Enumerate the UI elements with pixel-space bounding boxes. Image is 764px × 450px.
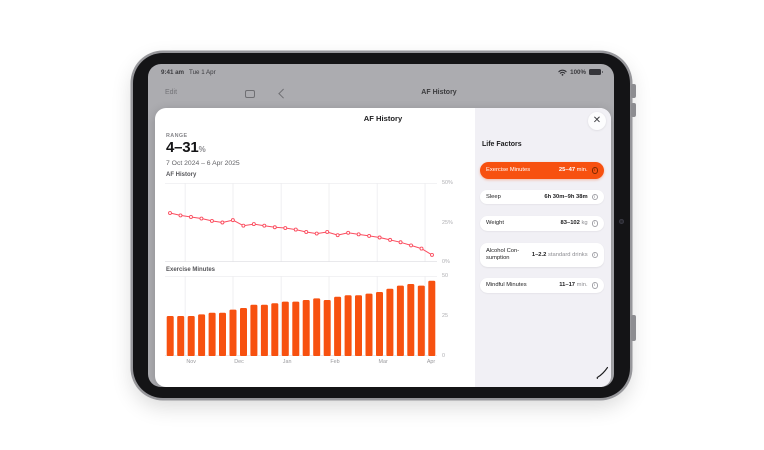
modal-title: AF History [363,114,403,123]
front-camera-icon [619,219,624,224]
line-chart-svg [165,183,437,262]
x-axis-month-label: Apr [426,359,436,365]
info-icon[interactable]: i [591,194,598,201]
y-axis-tick-label: 50 [442,273,448,279]
factor-label: Mindful Minutes [486,282,527,289]
factor-label: Weight [486,220,504,227]
af-history-line-chart[interactable]: 50% 25% 0% [165,180,467,265]
close-button[interactable]: ✕ [588,112,606,130]
y-axis-tick-label: 0 [442,353,445,359]
volume-down-button [630,103,636,117]
af-history-modal: AF History ✕ RANGE 4–31% 7 Oct 2024 – 6 … [155,108,611,387]
factor-unit: kg [579,220,588,227]
factor-value: 6h 30m–9h 38m [544,193,588,200]
line-chart-label: AF History [166,172,197,178]
factor-value: 11–17 [559,282,576,289]
range-label: RANGE [166,133,188,139]
life-factor-mindful-minutes[interactable]: Mindful Minutes 11–17 min. i [480,278,604,293]
status-date: Tue 1 Apr [189,68,216,76]
x-axis-month-labels: Nov Dec Jan Feb Mar Apr [165,359,465,368]
info-icon[interactable]: i [591,282,598,289]
wifi-icon [558,69,567,76]
factor-label: Alcohol Con­sumption [486,248,520,261]
life-factor-exercise-minutes[interactable]: Exercise Minutes 25–47 min. i [480,162,604,179]
factor-label: Exercise Minutes [486,167,531,174]
info-icon[interactable]: i [591,220,598,227]
volume-up-button [630,84,636,98]
ipad-device-frame: 9:41 am Tue 1 Apr 100% Edit [133,53,636,398]
range-unit: % [198,145,206,154]
x-axis-month-label: Nov [186,359,196,365]
status-time: 9:41 am [161,68,185,76]
factor-unit: standard drinks [546,251,588,258]
life-factors-title: Life Factors [482,141,522,148]
battery-percent: 100% [570,68,586,76]
nav-bar: Edit AF History [148,80,614,108]
y-axis-tick-label: 25% [442,219,453,226]
factor-label: Sleep [486,193,501,200]
life-factor-alcohol-consumption[interactable]: Alcohol Con­sumption 1–2.2 standard drin… [480,243,604,267]
x-axis-month-label: Feb [330,359,340,365]
bar-chart-svg [165,276,437,356]
battery-icon [589,69,604,75]
factor-value: 25–47 [558,167,576,174]
nav-title: AF History [421,89,457,96]
y-axis-tick-label: 0% [442,259,450,265]
x-axis-month-label: Dec [234,359,244,365]
factor-value: 1–2.2 [531,251,547,258]
life-factor-sleep[interactable]: Sleep 6h 30m–9h 38m i [480,190,604,204]
info-icon[interactable]: i [591,252,598,259]
window-controls-icon[interactable] [245,90,255,98]
factor-unit: min. [575,167,588,174]
x-axis-month-label: Mar [378,359,388,365]
edit-button[interactable]: Edit [165,89,178,96]
range-row: 4–31% [166,139,206,157]
date-range: 7 Oct 2024 – 6 Apr 2025 [166,160,240,167]
y-axis-tick-label: 25 [442,313,448,319]
smart-connector-button [630,315,636,341]
factor-unit: min. [575,282,588,289]
range-value: 4–31 [166,139,199,156]
back-chevron-icon[interactable] [278,88,288,98]
close-icon: ✕ [592,115,602,126]
exercise-minutes-bar-chart[interactable]: 50 25 0 [165,273,467,359]
screen: 9:41 am Tue 1 Apr 100% Edit [148,64,614,387]
bar-chart-label: Exercise Minutes [166,267,216,273]
status-bar: 9:41 am Tue 1 Apr 100% [148,64,614,80]
x-axis-month-label: Jan [282,359,292,365]
y-axis-tick-label: 50% [442,180,453,186]
corner-scribble-icon [596,366,609,379]
info-icon[interactable]: i [591,167,598,174]
life-factor-weight[interactable]: Weight 83–102 kg i [480,216,604,231]
factor-value: 83–102 [560,220,580,227]
